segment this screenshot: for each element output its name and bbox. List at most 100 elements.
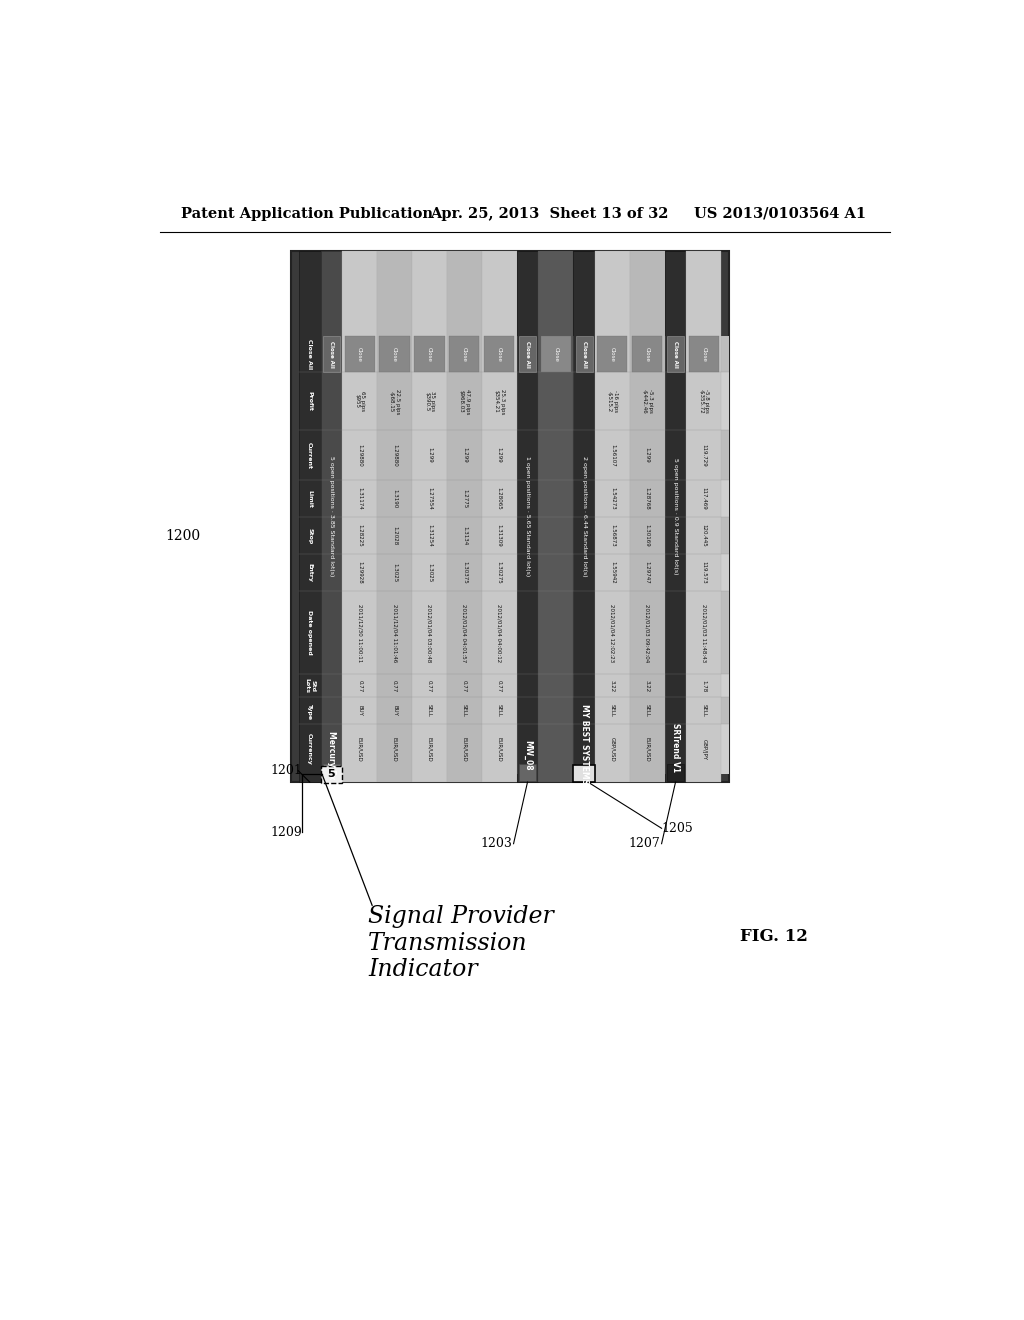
Text: 120.445: 120.445 — [701, 524, 707, 546]
Text: EUR/USD: EUR/USD — [357, 737, 362, 762]
Text: 0.77: 0.77 — [497, 680, 502, 692]
Text: Mercury Fx: Mercury Fx — [327, 731, 336, 779]
Text: Signal Provider
Transmission
Indicator: Signal Provider Transmission Indicator — [369, 906, 554, 982]
Text: 1.30169: 1.30169 — [645, 524, 650, 546]
Text: Close: Close — [427, 347, 432, 362]
Text: 2012/01/04 12:02:23: 2012/01/04 12:02:23 — [610, 603, 614, 661]
Text: 1.28225: 1.28225 — [357, 524, 362, 546]
Text: 1201: 1201 — [270, 764, 302, 777]
Polygon shape — [342, 725, 729, 775]
Text: GBP/USD: GBP/USD — [610, 737, 614, 762]
Text: Current: Current — [307, 442, 312, 469]
Text: 22.5 pips
-$68.15: 22.5 pips -$68.15 — [389, 388, 400, 414]
Polygon shape — [446, 251, 481, 781]
Text: Close: Close — [553, 347, 558, 362]
Polygon shape — [667, 337, 684, 372]
Text: 2011/12/30 11:00:11: 2011/12/30 11:00:11 — [357, 603, 362, 661]
Polygon shape — [484, 337, 514, 372]
Polygon shape — [573, 251, 595, 781]
Text: 117.469: 117.469 — [701, 487, 707, 510]
FancyBboxPatch shape — [322, 766, 342, 783]
Text: 1.31254: 1.31254 — [427, 524, 432, 546]
Text: 0.77: 0.77 — [462, 680, 467, 692]
Text: Close: Close — [357, 347, 362, 362]
Polygon shape — [342, 517, 729, 554]
Polygon shape — [380, 337, 410, 372]
Text: 1.30275: 1.30275 — [497, 561, 502, 583]
Text: Entry: Entry — [307, 564, 312, 582]
Text: Close All: Close All — [525, 341, 530, 367]
Polygon shape — [291, 251, 729, 781]
Text: 1.28065: 1.28065 — [497, 487, 502, 510]
Text: 1205: 1205 — [662, 822, 693, 834]
Text: Std
Lots: Std Lots — [304, 678, 315, 693]
Text: 1.78: 1.78 — [701, 680, 707, 692]
Text: 2 open positions · 6.44 Standard lot(s): 2 open positions · 6.44 Standard lot(s) — [582, 457, 587, 577]
Text: 65 pips
$955: 65 pips $955 — [354, 391, 366, 412]
Text: 5: 5 — [328, 770, 335, 779]
Polygon shape — [412, 251, 446, 781]
Text: SELL: SELL — [497, 705, 502, 717]
Text: Stop: Stop — [307, 528, 312, 544]
Text: Date opened: Date opened — [307, 610, 312, 655]
Text: 0.77: 0.77 — [427, 680, 432, 692]
Text: Close All: Close All — [582, 341, 587, 367]
Text: 5 open positions · 3.85 Standard lot(s): 5 open positions · 3.85 Standard lot(s) — [329, 457, 334, 577]
Text: Type: Type — [307, 702, 312, 719]
Polygon shape — [597, 337, 628, 372]
Polygon shape — [342, 675, 729, 697]
Text: 1.31309: 1.31309 — [497, 524, 502, 546]
Text: EUR/USD: EUR/USD — [427, 737, 432, 762]
Polygon shape — [415, 337, 444, 372]
Text: SELL: SELL — [610, 705, 614, 717]
Text: 1.299: 1.299 — [462, 447, 467, 463]
Text: MY BEST SYSTEMS: MY BEST SYSTEMS — [580, 704, 589, 784]
Polygon shape — [686, 251, 721, 781]
Text: SELL: SELL — [462, 705, 467, 717]
Text: 119.729: 119.729 — [701, 444, 707, 466]
Polygon shape — [575, 763, 593, 780]
Text: GBP/JPY: GBP/JPY — [701, 739, 707, 760]
Text: Close All: Close All — [673, 341, 678, 367]
Text: US 2013/0103564 A1: US 2013/0103564 A1 — [693, 207, 866, 220]
Text: 1203: 1203 — [480, 837, 512, 850]
Text: 2012/01/04 03:00:48: 2012/01/04 03:00:48 — [427, 603, 432, 661]
Text: 1.2775: 1.2775 — [462, 490, 467, 508]
Text: 1207: 1207 — [629, 837, 660, 850]
Polygon shape — [630, 251, 665, 781]
Text: BUY: BUY — [392, 705, 397, 717]
Text: 1.56107: 1.56107 — [610, 444, 614, 466]
Polygon shape — [665, 251, 686, 781]
Polygon shape — [632, 337, 663, 372]
Text: Close: Close — [645, 347, 650, 362]
Text: 1.29880: 1.29880 — [392, 444, 397, 466]
Text: 3.22: 3.22 — [645, 680, 650, 692]
Text: 1.54273: 1.54273 — [610, 487, 614, 510]
Polygon shape — [345, 337, 375, 372]
Polygon shape — [519, 337, 536, 372]
Text: 1.2028: 1.2028 — [392, 527, 397, 545]
Polygon shape — [689, 337, 719, 372]
Text: FIG. 12: FIG. 12 — [740, 928, 808, 945]
Text: EUR/USD: EUR/USD — [645, 737, 650, 762]
Text: EUR/USD: EUR/USD — [392, 737, 397, 762]
Text: 2011/12/04 11:01:46: 2011/12/04 11:01:46 — [392, 603, 397, 661]
Text: 1.3134: 1.3134 — [462, 527, 467, 545]
Text: 35 pips
$390.5: 35 pips $390.5 — [424, 391, 435, 412]
Text: 1.29928: 1.29928 — [357, 561, 362, 583]
Text: Close: Close — [610, 347, 614, 362]
Text: 1 open positions · 5.65 Standard lot(s): 1 open positions · 5.65 Standard lot(s) — [525, 457, 530, 577]
Polygon shape — [450, 337, 479, 372]
Polygon shape — [377, 251, 412, 781]
Text: 1.299: 1.299 — [645, 447, 650, 463]
Text: 1.56873: 1.56873 — [610, 524, 614, 546]
Polygon shape — [342, 480, 729, 517]
Polygon shape — [342, 430, 729, 480]
Text: Close All: Close All — [307, 339, 312, 370]
Polygon shape — [321, 251, 342, 781]
Polygon shape — [342, 554, 729, 591]
Text: Patent Application Publication: Patent Application Publication — [180, 207, 433, 220]
Text: 2012/01/03 11:48:43: 2012/01/03 11:48:43 — [701, 603, 707, 661]
Polygon shape — [342, 335, 729, 372]
Text: 1200: 1200 — [165, 529, 201, 543]
